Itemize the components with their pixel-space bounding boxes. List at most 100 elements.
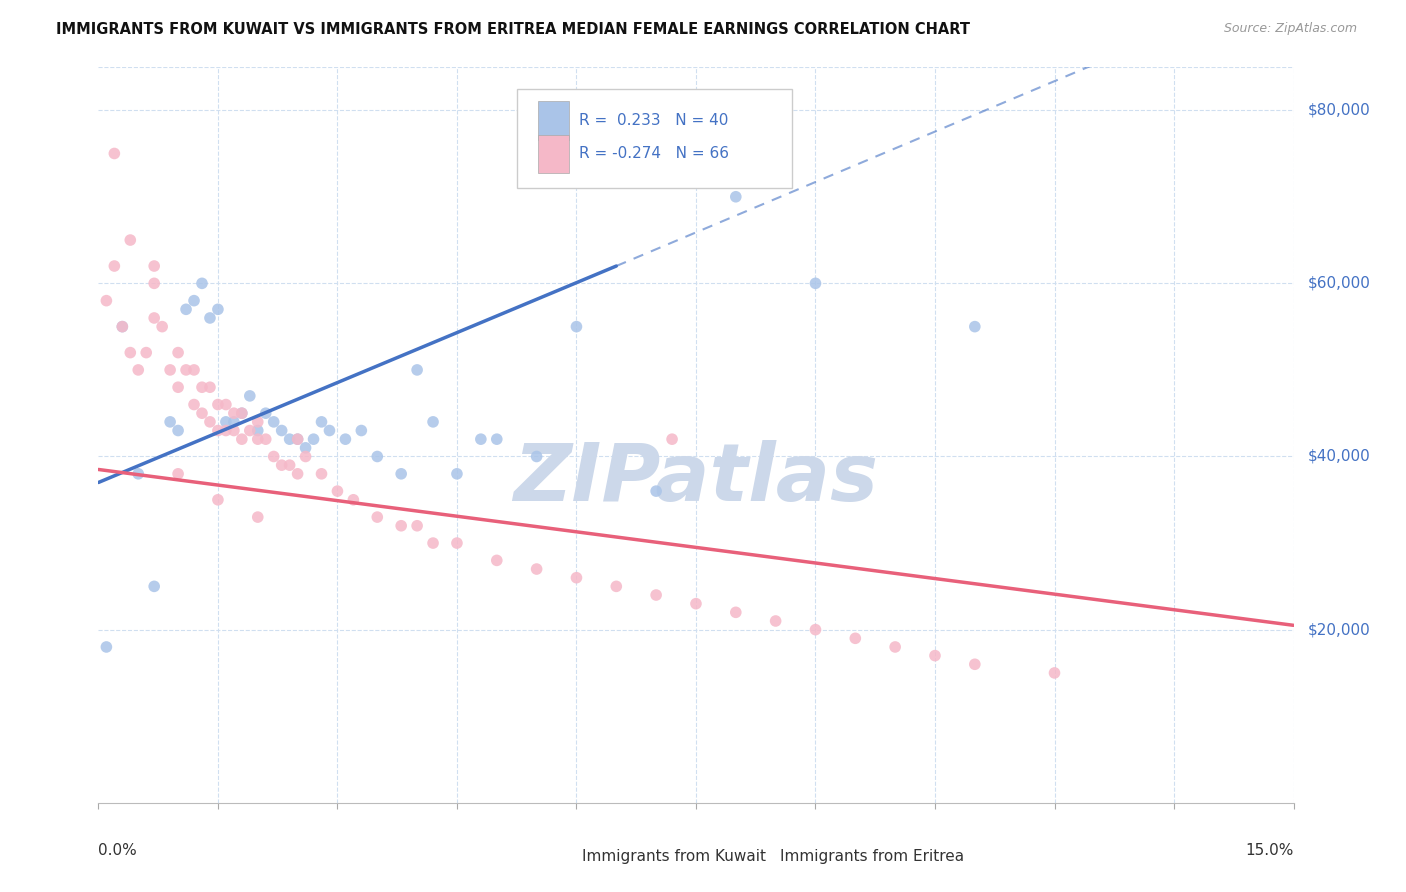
Point xyxy=(222,415,245,429)
Text: Immigrants from Kuwait: Immigrants from Kuwait xyxy=(582,849,766,864)
Point xyxy=(167,467,190,481)
Point xyxy=(287,432,309,446)
Point xyxy=(183,363,205,377)
Point xyxy=(143,579,166,593)
FancyBboxPatch shape xyxy=(748,845,773,868)
Point xyxy=(318,424,340,438)
Point xyxy=(111,319,134,334)
Point xyxy=(263,415,285,429)
Point xyxy=(263,450,285,464)
Point xyxy=(239,424,262,438)
FancyBboxPatch shape xyxy=(517,89,792,188)
Point xyxy=(302,432,325,446)
Point xyxy=(127,363,149,377)
Point xyxy=(111,319,134,334)
Point xyxy=(406,518,429,533)
Point xyxy=(884,640,907,654)
FancyBboxPatch shape xyxy=(538,135,569,173)
Text: Immigrants from Eritrea: Immigrants from Eritrea xyxy=(779,849,963,864)
Point xyxy=(222,424,245,438)
Point xyxy=(605,579,627,593)
Point xyxy=(270,458,292,472)
Point xyxy=(335,432,357,446)
Text: R = -0.274   N = 66: R = -0.274 N = 66 xyxy=(579,146,728,161)
Point xyxy=(326,484,349,499)
Point xyxy=(485,553,508,567)
Point xyxy=(645,588,668,602)
Point xyxy=(685,597,707,611)
Point xyxy=(446,467,468,481)
Point xyxy=(96,640,118,654)
Point xyxy=(239,389,262,403)
Point xyxy=(150,319,173,334)
Point xyxy=(191,406,214,420)
Point xyxy=(246,510,269,524)
Point xyxy=(215,415,238,429)
Point xyxy=(366,510,388,524)
Point xyxy=(191,277,214,291)
Point xyxy=(135,345,157,359)
Point xyxy=(963,319,986,334)
Point xyxy=(278,458,301,472)
Point xyxy=(294,441,316,455)
Point xyxy=(207,398,229,412)
Point xyxy=(311,415,333,429)
Text: 15.0%: 15.0% xyxy=(1246,843,1294,858)
Point xyxy=(254,432,277,446)
Point xyxy=(246,415,269,429)
Point xyxy=(446,536,468,550)
Text: $80,000: $80,000 xyxy=(1308,103,1371,118)
Point xyxy=(215,424,238,438)
Point xyxy=(222,406,245,420)
Point xyxy=(159,415,181,429)
Point xyxy=(198,310,221,325)
FancyBboxPatch shape xyxy=(550,845,576,868)
Point xyxy=(485,432,508,446)
Point xyxy=(167,380,190,394)
Point xyxy=(526,450,548,464)
Point xyxy=(103,259,125,273)
Point xyxy=(246,432,269,446)
Point xyxy=(924,648,946,663)
Point xyxy=(661,432,683,446)
Point xyxy=(127,467,149,481)
Point xyxy=(270,424,292,438)
Point xyxy=(246,424,269,438)
Point xyxy=(183,398,205,412)
Point xyxy=(1043,665,1066,680)
Point xyxy=(645,484,668,499)
Point xyxy=(963,657,986,672)
Point xyxy=(526,562,548,576)
Point xyxy=(350,424,373,438)
Point xyxy=(366,450,388,464)
Text: $20,000: $20,000 xyxy=(1308,622,1371,637)
FancyBboxPatch shape xyxy=(538,102,569,140)
Point xyxy=(143,277,166,291)
Point xyxy=(143,310,166,325)
Point xyxy=(804,277,827,291)
Y-axis label: Median Female Earnings: Median Female Earnings xyxy=(0,350,7,520)
Point xyxy=(167,424,190,438)
Point xyxy=(191,380,214,394)
Point xyxy=(470,432,492,446)
Point xyxy=(231,432,253,446)
Point xyxy=(844,632,866,646)
Text: $40,000: $40,000 xyxy=(1308,449,1371,464)
Point xyxy=(143,259,166,273)
Point xyxy=(765,614,787,628)
Text: Source: ZipAtlas.com: Source: ZipAtlas.com xyxy=(1223,22,1357,36)
Point xyxy=(254,406,277,420)
Point xyxy=(231,406,253,420)
Point xyxy=(174,302,197,317)
Point xyxy=(231,406,253,420)
Point xyxy=(215,398,238,412)
Point xyxy=(422,415,444,429)
Point xyxy=(294,450,316,464)
Point xyxy=(198,415,221,429)
Text: IMMIGRANTS FROM KUWAIT VS IMMIGRANTS FROM ERITREA MEDIAN FEMALE EARNINGS CORRELA: IMMIGRANTS FROM KUWAIT VS IMMIGRANTS FRO… xyxy=(56,22,970,37)
Point xyxy=(103,146,125,161)
Point xyxy=(207,424,229,438)
Point xyxy=(174,363,197,377)
Point xyxy=(278,432,301,446)
Point xyxy=(198,380,221,394)
